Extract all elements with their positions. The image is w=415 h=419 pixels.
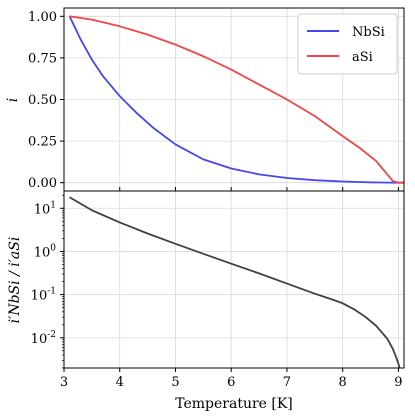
- series-line-ratio: [69, 196, 401, 369]
- x-tick-label: 6: [227, 375, 235, 390]
- x-tick-label: 8: [339, 375, 347, 390]
- legend-label-asi: aSi: [352, 50, 373, 65]
- legend-label-nbsi: NbSi: [352, 25, 385, 40]
- top-y-tick-label: 0.00: [28, 176, 57, 191]
- bottom-y-axis-title: i′NbSi / i′aSi: [7, 237, 23, 324]
- top-plot-panel: 0.00 0.25 0.50 0.75 1.00 i NbSi aSi: [5, 7, 405, 192]
- series-line-nbsi: [68, 15, 404, 184]
- legend-box: [297, 13, 398, 75]
- x-tick-label: 5: [171, 375, 179, 390]
- x-tick-label: 7: [283, 375, 291, 390]
- top-y-axis-title: i: [5, 98, 21, 102]
- top-y-tick-label: 1.00: [28, 10, 57, 25]
- legend: NbSi aSi: [297, 13, 398, 75]
- bottom-y-tick-label: 100: [34, 243, 57, 260]
- bottom-y-tick-label: 101: [34, 200, 56, 217]
- bottom-plot-panel: 10-2 10-1 100 101 3 4 5 6 7 8 9 i′NbSi / i′aSi Te…: [7, 190, 405, 412]
- x-axis-title: Temperature [K]: [175, 396, 293, 412]
- bottom-y-tick-label: 10-2: [31, 330, 56, 347]
- x-tick-label: 3: [60, 375, 68, 390]
- series-line-asi: [69, 15, 404, 184]
- top-y-tick-label: 0.75: [28, 51, 57, 66]
- top-y-tick-label: 0.25: [28, 135, 57, 150]
- top-y-tick-label: 0.50: [28, 93, 57, 108]
- x-tick-label: 4: [116, 375, 124, 390]
- x-tick-label: 9: [394, 375, 402, 390]
- bottom-plot-frame: [63, 190, 405, 369]
- bottom-y-tick-label: 10-1: [31, 287, 56, 304]
